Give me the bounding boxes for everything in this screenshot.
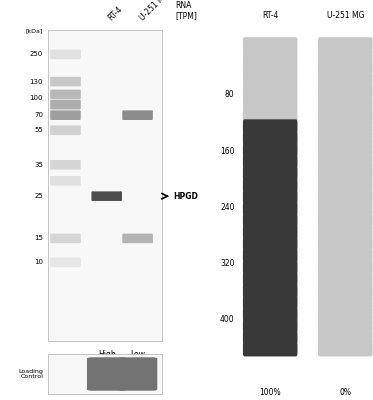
FancyBboxPatch shape	[318, 61, 373, 75]
FancyBboxPatch shape	[243, 272, 298, 286]
FancyBboxPatch shape	[318, 178, 373, 192]
Text: 400: 400	[220, 316, 235, 324]
Text: [kDa]: [kDa]	[26, 29, 43, 34]
FancyBboxPatch shape	[243, 248, 298, 262]
Text: 15: 15	[34, 235, 43, 241]
FancyBboxPatch shape	[50, 50, 81, 59]
FancyBboxPatch shape	[318, 72, 373, 86]
FancyBboxPatch shape	[318, 225, 373, 239]
FancyBboxPatch shape	[87, 357, 126, 391]
FancyBboxPatch shape	[318, 202, 373, 216]
FancyBboxPatch shape	[318, 154, 373, 169]
FancyBboxPatch shape	[243, 295, 298, 310]
Text: High: High	[98, 350, 116, 359]
FancyBboxPatch shape	[243, 284, 298, 298]
FancyBboxPatch shape	[243, 61, 298, 75]
FancyBboxPatch shape	[318, 295, 373, 310]
Text: RT-4: RT-4	[107, 4, 125, 22]
Text: 0%: 0%	[339, 388, 351, 397]
FancyBboxPatch shape	[243, 330, 298, 345]
Text: Low: Low	[130, 350, 145, 359]
FancyBboxPatch shape	[50, 90, 81, 99]
FancyBboxPatch shape	[243, 178, 298, 192]
FancyBboxPatch shape	[243, 307, 298, 321]
FancyBboxPatch shape	[318, 284, 373, 298]
FancyBboxPatch shape	[50, 100, 81, 110]
FancyBboxPatch shape	[243, 84, 298, 98]
FancyBboxPatch shape	[243, 319, 298, 333]
Text: Loading
Control: Loading Control	[18, 369, 43, 379]
FancyBboxPatch shape	[48, 30, 162, 341]
FancyBboxPatch shape	[318, 272, 373, 286]
Text: RT-4: RT-4	[262, 11, 278, 20]
FancyBboxPatch shape	[318, 260, 373, 274]
FancyBboxPatch shape	[243, 190, 298, 204]
FancyBboxPatch shape	[122, 110, 153, 120]
FancyBboxPatch shape	[318, 190, 373, 204]
Text: 100%: 100%	[259, 388, 281, 397]
FancyBboxPatch shape	[243, 49, 298, 63]
Text: 320: 320	[220, 259, 235, 268]
FancyBboxPatch shape	[50, 234, 81, 243]
FancyBboxPatch shape	[48, 354, 162, 394]
FancyBboxPatch shape	[243, 260, 298, 274]
FancyBboxPatch shape	[50, 126, 81, 135]
Text: 80: 80	[225, 90, 235, 99]
FancyBboxPatch shape	[318, 248, 373, 262]
FancyBboxPatch shape	[243, 119, 298, 134]
FancyBboxPatch shape	[50, 110, 81, 120]
FancyBboxPatch shape	[243, 37, 298, 51]
FancyBboxPatch shape	[318, 319, 373, 333]
FancyBboxPatch shape	[243, 342, 298, 356]
Text: 25: 25	[34, 193, 43, 199]
FancyBboxPatch shape	[243, 213, 298, 227]
Text: RNA
[TPM]: RNA [TPM]	[175, 1, 197, 20]
FancyBboxPatch shape	[318, 237, 373, 251]
FancyBboxPatch shape	[318, 119, 373, 134]
FancyBboxPatch shape	[243, 143, 298, 157]
Text: U-251 MG: U-251 MG	[327, 11, 364, 20]
FancyBboxPatch shape	[243, 108, 298, 122]
Text: 70: 70	[34, 112, 43, 118]
FancyBboxPatch shape	[243, 96, 298, 110]
FancyBboxPatch shape	[118, 357, 157, 391]
FancyBboxPatch shape	[243, 131, 298, 145]
FancyBboxPatch shape	[243, 225, 298, 239]
FancyBboxPatch shape	[318, 213, 373, 227]
FancyBboxPatch shape	[243, 202, 298, 216]
Text: 250: 250	[30, 51, 43, 57]
Text: 55: 55	[34, 127, 43, 133]
FancyBboxPatch shape	[50, 176, 81, 186]
FancyBboxPatch shape	[318, 307, 373, 321]
Text: 130: 130	[30, 78, 43, 85]
Text: 240: 240	[220, 203, 235, 212]
FancyBboxPatch shape	[318, 108, 373, 122]
FancyBboxPatch shape	[318, 143, 373, 157]
Text: U-251 MG: U-251 MG	[138, 0, 170, 22]
FancyBboxPatch shape	[318, 49, 373, 63]
Text: 100: 100	[30, 94, 43, 100]
FancyBboxPatch shape	[122, 234, 153, 243]
FancyBboxPatch shape	[318, 342, 373, 356]
FancyBboxPatch shape	[318, 96, 373, 110]
FancyBboxPatch shape	[50, 258, 81, 267]
FancyBboxPatch shape	[318, 84, 373, 98]
FancyBboxPatch shape	[243, 154, 298, 169]
FancyBboxPatch shape	[243, 166, 298, 180]
FancyBboxPatch shape	[243, 72, 298, 86]
FancyBboxPatch shape	[91, 191, 122, 201]
FancyBboxPatch shape	[50, 77, 81, 86]
Text: 160: 160	[220, 146, 235, 156]
FancyBboxPatch shape	[50, 160, 81, 170]
Text: 10: 10	[34, 260, 43, 266]
Text: HPGD: HPGD	[173, 192, 198, 201]
FancyBboxPatch shape	[318, 330, 373, 345]
FancyBboxPatch shape	[318, 131, 373, 145]
FancyBboxPatch shape	[318, 37, 373, 51]
Text: 35: 35	[34, 162, 43, 168]
FancyBboxPatch shape	[318, 166, 373, 180]
FancyBboxPatch shape	[243, 237, 298, 251]
